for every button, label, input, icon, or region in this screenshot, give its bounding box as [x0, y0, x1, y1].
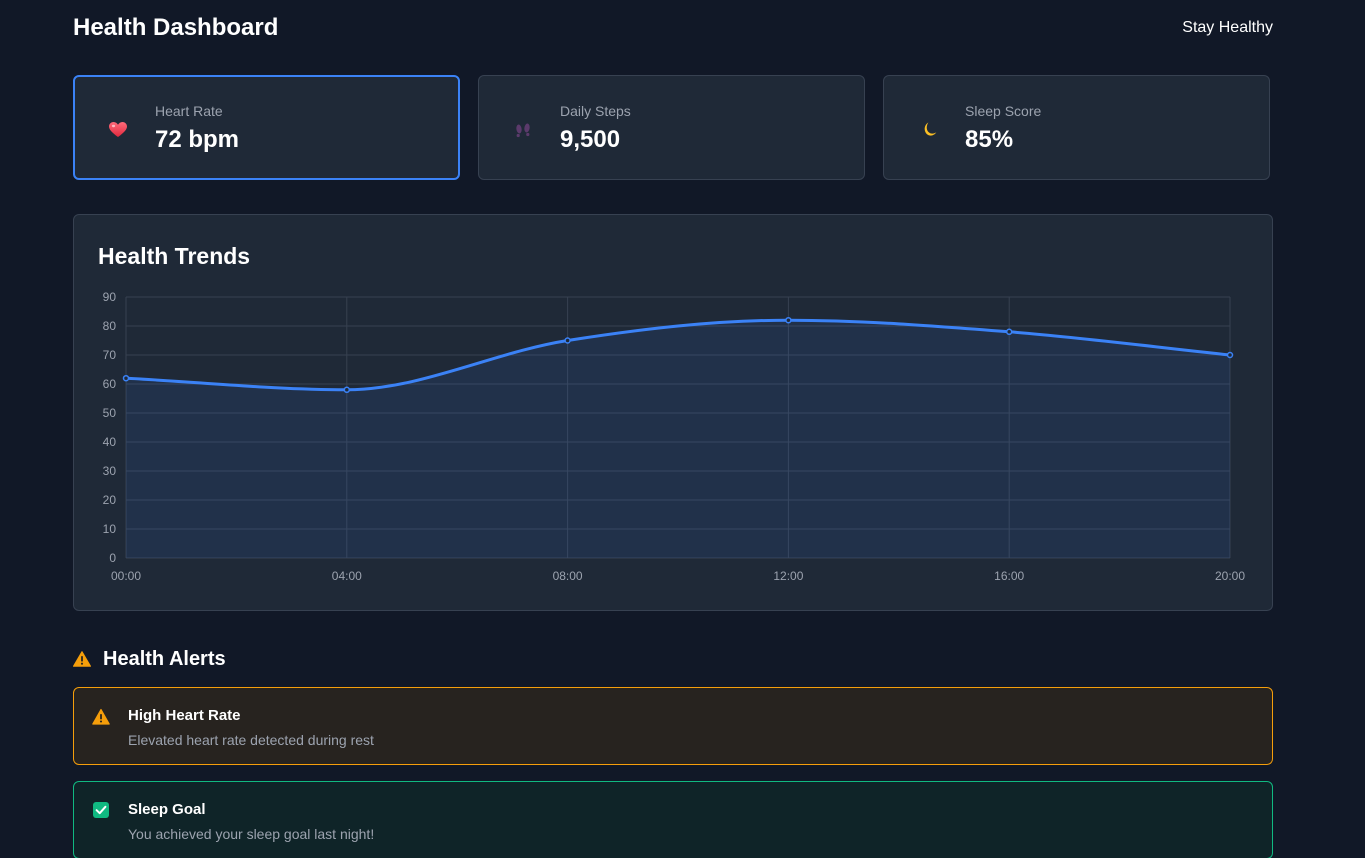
health-trends-card: Health Trends 0 10 20 30 40 50 60 70 80 90 00:00 04… [73, 214, 1273, 611]
chart-title: Health Trends [98, 243, 251, 269]
y-tick-label: 80 [103, 319, 117, 333]
series-line [125, 318, 1231, 392]
data-point [122, 374, 130, 382]
y-tick-label: 30 [103, 464, 117, 478]
y-tick-label: 10 [103, 522, 117, 536]
y-tick-label: 40 [103, 435, 117, 449]
stat-label: Sleep Score [965, 103, 1042, 119]
alert-message: Elevated heart rate detected during rest [128, 732, 374, 748]
series-area [126, 320, 1230, 558]
alert-message: You achieved your sleep goal last night! [128, 826, 375, 842]
data-point [1226, 351, 1234, 359]
x-tick-label: 08:00 [553, 569, 583, 583]
plot-area [126, 297, 1230, 558]
health-trends-chart: 0 10 20 30 40 50 60 70 80 90 00:00 04:00 08:00 12:00 1… [103, 290, 1246, 583]
stat-card-sleep-score[interactable]: Sleep Score 85% [883, 75, 1270, 180]
y-tick-label: 90 [103, 290, 117, 304]
x-tick-label: 16:00 [994, 569, 1024, 583]
stat-card-heart-rate[interactable]: Heart Rate 72 bpm [73, 75, 460, 180]
data-point [785, 316, 792, 324]
page-title: Health Dashboard [73, 14, 279, 41]
data-point [564, 337, 571, 344]
alert-high-heart-rate[interactable]: High Heart Rate Elevated heart rate dete… [73, 687, 1273, 765]
check-icon [93, 802, 109, 818]
warning-icon [73, 651, 91, 667]
data-point [343, 386, 351, 394]
x-tick-label: 20:00 [1215, 569, 1245, 583]
footprints-icon [513, 120, 533, 140]
y-tick-label: 50 [103, 406, 117, 420]
stat-card-daily-steps[interactable]: Daily Steps 9,500 [478, 75, 865, 180]
x-tick-label: 12:00 [773, 569, 803, 583]
x-tick-label: 00:00 [111, 569, 141, 583]
alert-sleep-goal[interactable]: Sleep Goal You achieved your sleep goal … [73, 781, 1273, 858]
stat-label: Heart Rate [155, 103, 223, 119]
header: Health Dashboard Stay Healthy [73, 0, 1273, 58]
data-point [1005, 328, 1013, 336]
stat-value: 9,500 [560, 126, 621, 153]
heart-icon [108, 120, 128, 140]
alert-title: High Heart Rate [128, 707, 241, 724]
alerts-title: Health Alerts [103, 647, 226, 670]
y-tick-label: 20 [103, 493, 117, 507]
tagline: Stay Healthy [1182, 19, 1273, 36]
x-tick-label: 04:00 [332, 569, 362, 583]
y-tick-label: 70 [103, 348, 117, 362]
moon-icon [918, 120, 938, 140]
stat-value: 72 bpm [155, 126, 240, 153]
warning-icon [92, 708, 110, 725]
y-tick-label: 60 [103, 377, 117, 391]
alert-title: Sleep Goal [128, 801, 206, 818]
alerts-header: Health Alerts [73, 647, 226, 671]
stat-value: 85% [965, 126, 1014, 153]
y-tick-label: 0 [109, 551, 116, 565]
stat-label: Daily Steps [560, 103, 631, 119]
